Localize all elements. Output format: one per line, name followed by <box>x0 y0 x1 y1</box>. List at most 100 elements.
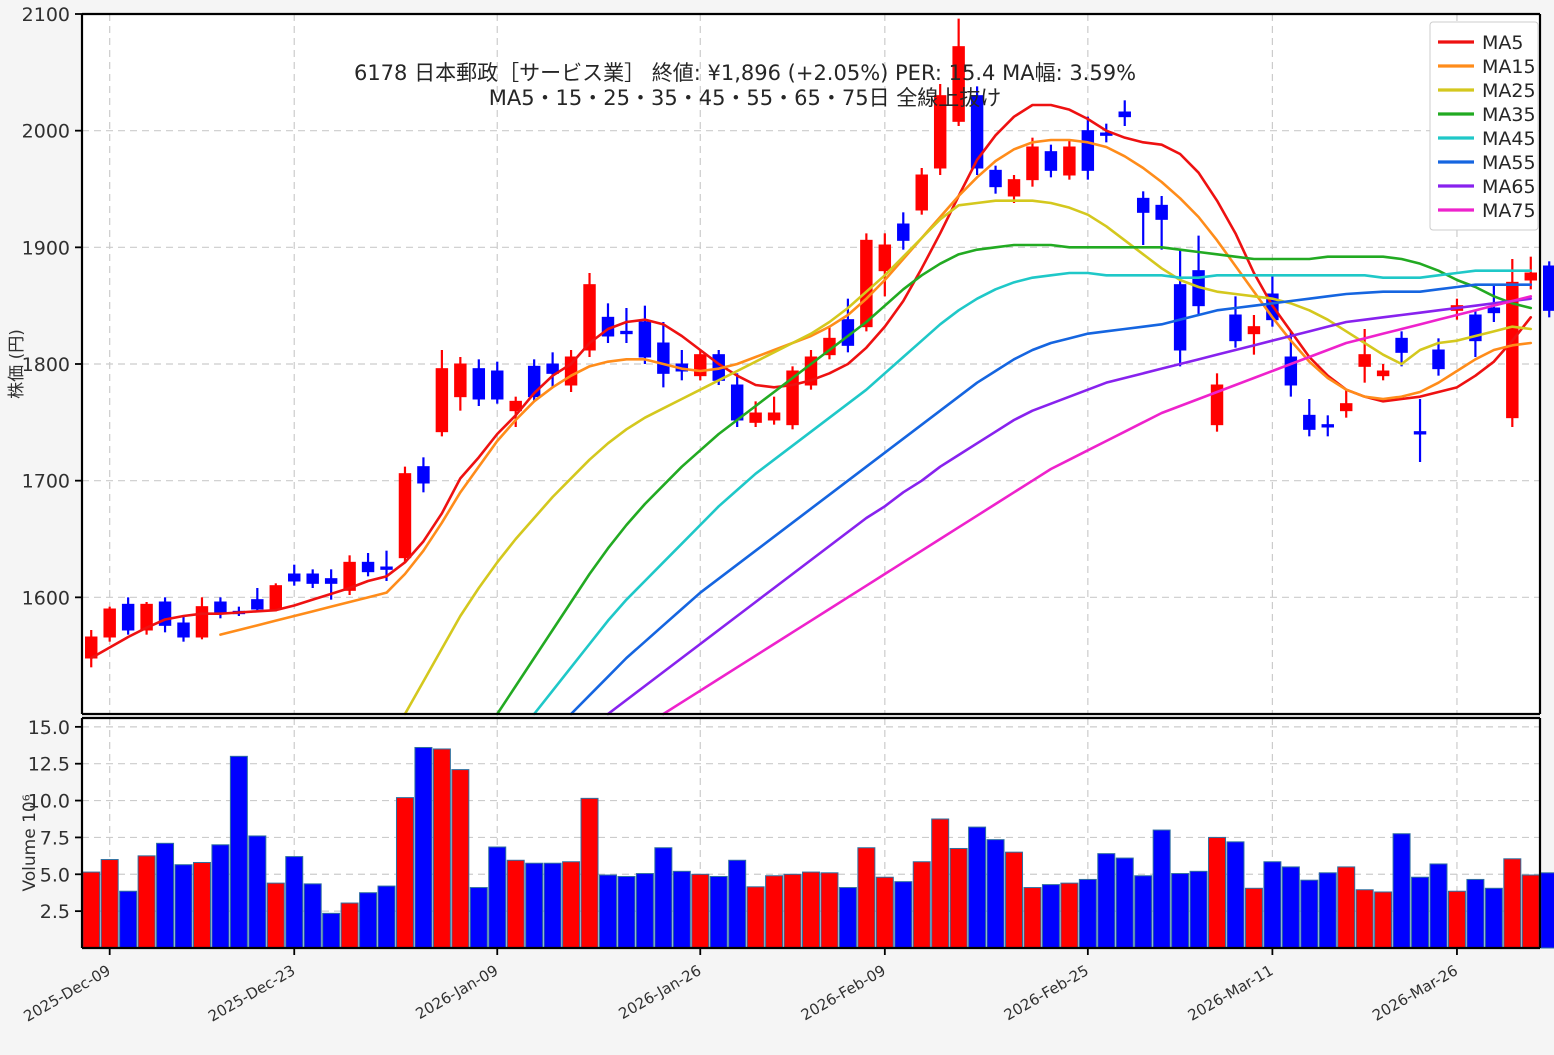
candle-body <box>288 573 301 582</box>
volume-bar <box>931 818 950 949</box>
candle-body <box>1339 403 1353 412</box>
candle-body <box>1432 349 1445 370</box>
candle-body <box>491 370 504 400</box>
candle-body <box>509 400 522 412</box>
volume-bar <box>1263 861 1282 949</box>
volume-bar <box>580 797 599 949</box>
volume-tick-label: 7.5 <box>40 827 70 849</box>
ma-line-ma5 <box>89 103 1533 660</box>
volume-bar <box>838 887 857 949</box>
volume-bar <box>82 871 101 949</box>
volume-bar <box>100 859 119 949</box>
legend-label-ma15: MA15 <box>1482 56 1536 78</box>
candle-body <box>694 354 707 377</box>
ma-line-ma45 <box>532 269 1533 716</box>
chart-title-line1: 6178 日本郵政［サービス業］ 終値: ¥1,896 (+2.05%) PER… <box>354 61 1136 85</box>
candle-body <box>749 412 762 423</box>
candle-body <box>158 601 172 626</box>
ma-line-ma25 <box>403 199 1533 716</box>
candle-body <box>1063 146 1076 176</box>
volume-bar <box>1189 870 1208 949</box>
volume-bar <box>728 859 747 949</box>
candle-body <box>380 566 393 570</box>
volume-bar <box>1318 872 1337 949</box>
candle-body <box>767 412 781 421</box>
volume-bar <box>968 826 987 949</box>
volume-bar <box>1374 891 1393 949</box>
candle-body <box>361 561 375 573</box>
candle-body <box>1358 354 1371 367</box>
ma-line-ma35 <box>495 243 1533 716</box>
ma-line-ma75 <box>662 295 1533 716</box>
volume-bar <box>451 769 470 949</box>
candle-body <box>1284 356 1298 386</box>
candle-body <box>1136 197 1150 213</box>
volume-bar <box>1060 882 1079 949</box>
volume-bar <box>1521 874 1540 949</box>
candle-body <box>1247 326 1261 335</box>
volume-bar <box>525 862 544 949</box>
candle-body <box>915 174 928 211</box>
volume-bar <box>248 835 267 949</box>
candle-body <box>1007 179 1021 197</box>
volume-bar <box>395 797 414 949</box>
volume-bar <box>875 876 894 949</box>
candle-body <box>1543 265 1554 311</box>
candle-body <box>324 578 338 584</box>
volume-bar <box>1134 875 1153 949</box>
candle-body <box>454 363 467 398</box>
volume-bar <box>1097 853 1116 949</box>
candle-body <box>933 95 947 169</box>
volume-bar <box>1171 873 1190 949</box>
candle-body <box>177 622 190 638</box>
legend-label-ma35: MA35 <box>1482 104 1536 126</box>
chart-title-line2: MA5・15・25・35・45・55・65・75日 全線上抜け <box>489 86 1002 110</box>
volume-bar <box>1411 876 1430 949</box>
volume-bar <box>1023 887 1042 949</box>
candle-body <box>952 46 965 122</box>
volume-bar <box>432 748 451 949</box>
volume-bar <box>1466 878 1485 949</box>
volume-series <box>82 746 1554 949</box>
legend-label-ma65: MA65 <box>1482 176 1536 198</box>
candle-body <box>472 368 486 400</box>
volume-bar <box>857 847 876 949</box>
volume-bar <box>1447 890 1466 949</box>
candle-body <box>878 244 892 272</box>
candle-body <box>1303 414 1316 430</box>
candle-body <box>1081 130 1095 171</box>
candle-body <box>1376 370 1390 377</box>
candle-body <box>1210 384 1224 426</box>
volume-bar <box>912 861 931 949</box>
volume-tick-label: 12.5 <box>28 754 70 776</box>
candle-body <box>546 363 559 374</box>
candle-body <box>860 239 873 328</box>
volume-bar <box>229 755 248 949</box>
ma-line-ma65 <box>606 297 1533 716</box>
volume-bar <box>1429 863 1448 949</box>
volume-bar <box>414 746 433 949</box>
volume-bar <box>1300 879 1319 949</box>
volume-bar <box>598 874 617 949</box>
volume-bar <box>211 844 230 949</box>
price-tick-label: 2000 <box>22 121 70 143</box>
volume-bar <box>672 870 691 949</box>
volume-bar <box>986 839 1005 949</box>
candle-body <box>786 370 799 426</box>
volume-bar <box>303 883 322 949</box>
candle-body <box>435 368 449 433</box>
candle-body <box>638 321 652 358</box>
volume-bar <box>1392 833 1411 949</box>
volume-bar <box>1078 878 1097 949</box>
legend-label-ma25: MA25 <box>1482 80 1536 102</box>
volume-bar <box>617 875 636 949</box>
volume-bar <box>322 912 341 949</box>
volume-bar <box>192 861 211 949</box>
legend-box <box>1429 21 1539 231</box>
volume-bar <box>1540 872 1554 949</box>
legend-label-ma45: MA45 <box>1482 128 1536 150</box>
candle-body <box>1506 281 1519 419</box>
volume-bar <box>635 873 654 949</box>
legend-label-ma55: MA55 <box>1482 152 1536 174</box>
candle-body <box>1155 204 1168 220</box>
